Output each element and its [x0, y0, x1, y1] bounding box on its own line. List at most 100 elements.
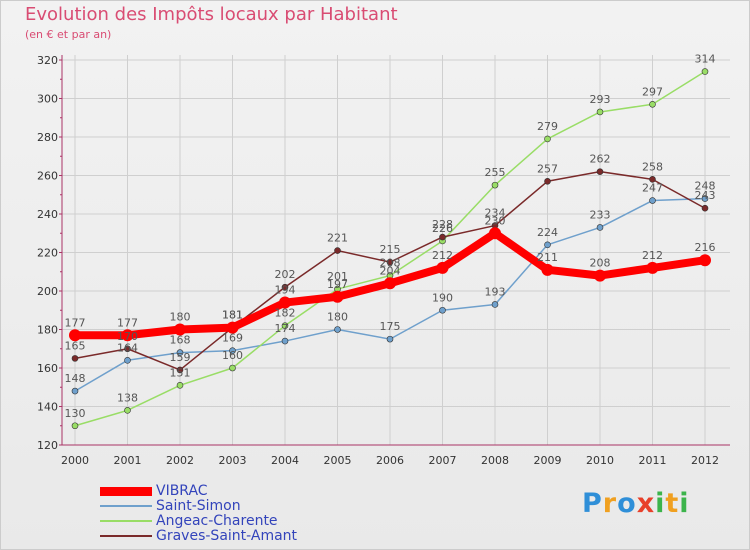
- data-label-vibrac: 230: [485, 214, 506, 227]
- legend-swatch: [100, 487, 152, 496]
- data-label-saint-simon: 174: [275, 322, 296, 335]
- x-tick-label: 2002: [166, 454, 194, 467]
- point-angeac-charente: [544, 135, 551, 143]
- y-tick-labels: 120 140 160 180 200 220 240 260 280 300 320: [37, 54, 58, 452]
- point-graves-saint-amant: [334, 247, 341, 254]
- data-label-saint-simon: 175: [380, 320, 401, 333]
- data-label-vibrac: 211: [537, 251, 558, 264]
- data-label-vibrac: 197: [327, 278, 348, 291]
- legend-swatch: [100, 505, 152, 507]
- data-label-vibrac: 212: [642, 249, 663, 262]
- data-label-angeac-charente: 160: [222, 349, 243, 362]
- point-angeac-charente: [176, 382, 184, 389]
- point-graves-saint-amant: [71, 355, 79, 362]
- legend-swatch: [100, 535, 152, 537]
- data-label-graves-saint-amant: 257: [537, 162, 558, 175]
- point-angeac-charente: [71, 422, 79, 430]
- logo-letter: i: [655, 488, 666, 519]
- data-label-saint-simon: 180: [327, 311, 348, 324]
- chart-subtitle: (en € et par an): [25, 28, 112, 41]
- legend-swatch: [100, 520, 152, 522]
- point-graves-saint-amant: [386, 258, 394, 266]
- data-label-vibrac: 208: [590, 257, 611, 270]
- point-saint-simon: [439, 306, 446, 314]
- point-saint-simon: [649, 197, 656, 204]
- legend-label: Graves-Saint-Amant: [156, 528, 298, 544]
- data-label-vibrac: 180: [170, 311, 191, 324]
- point-saint-simon: [596, 224, 604, 231]
- point-vibrac: [69, 329, 81, 342]
- logo-letter: r: [602, 488, 618, 519]
- logo-letter: o: [617, 488, 637, 519]
- data-label-graves-saint-amant: 228: [432, 218, 453, 231]
- data-label-angeac-charente: 130: [65, 407, 86, 420]
- point-vibrac: [174, 323, 186, 336]
- data-label-saint-simon: 248: [695, 180, 716, 193]
- point-saint-simon: [491, 301, 499, 308]
- point-graves-saint-amant: [649, 176, 656, 183]
- data-label-graves-saint-amant: 165: [65, 339, 86, 352]
- point-angeac-charente: [281, 322, 289, 329]
- data-label-saint-simon: 190: [432, 291, 453, 304]
- data-label-vibrac: 181: [222, 309, 243, 322]
- x-tick-label: 2003: [219, 454, 247, 467]
- logo-letter: P: [582, 488, 603, 519]
- point-saint-simon: [386, 335, 394, 343]
- series-group: [69, 68, 711, 430]
- point-saint-simon: [334, 326, 341, 333]
- x-tick-label: 2000: [61, 454, 89, 467]
- data-label-vibrac: 177: [65, 316, 86, 329]
- x-tick-label: 2001: [114, 454, 142, 467]
- data-label-graves-saint-amant: 262: [590, 153, 611, 166]
- point-angeac-charente: [491, 181, 499, 189]
- data-label-saint-simon: 233: [590, 208, 611, 221]
- chart-title: Evolution des Impôts locaux par Habitant: [25, 4, 398, 25]
- data-label-angeac-charente: 297: [642, 85, 663, 98]
- point-saint-simon: [281, 337, 289, 345]
- data-labels: 148 164 168 169 174 180 175 190 193 224 233 247 248 1…: [65, 53, 716, 420]
- point-angeac-charente: [649, 100, 656, 108]
- data-label-angeac-charente: 293: [590, 93, 611, 106]
- data-label-angeac-charente: 314: [695, 53, 716, 66]
- data-label-angeac-charente: 138: [117, 391, 138, 404]
- data-label-saint-simon: 148: [65, 372, 86, 385]
- y-tick-label: 160: [37, 362, 58, 375]
- data-label-graves-saint-amant: 202: [275, 268, 296, 281]
- point-graves-saint-amant: [124, 345, 131, 353]
- logo-letter: t: [665, 488, 680, 519]
- point-graves-saint-amant: [701, 204, 709, 212]
- point-saint-simon: [124, 356, 131, 364]
- x-tick-label: 2004: [271, 454, 299, 467]
- x-tick-label: 2005: [324, 454, 352, 467]
- data-label-vibrac: 194: [275, 284, 296, 297]
- data-label-vibrac: 216: [695, 241, 716, 254]
- data-label-vibrac: 212: [432, 249, 453, 262]
- x-tick-label: 2010: [586, 454, 614, 467]
- data-label-vibrac: 204: [380, 264, 401, 277]
- y-tick-label: 180: [37, 324, 58, 337]
- y-tick-label: 120: [37, 439, 58, 452]
- point-saint-simon: [71, 387, 79, 395]
- point-graves-saint-amant: [176, 366, 184, 374]
- point-vibrac: [436, 261, 449, 274]
- point-graves-saint-amant: [596, 168, 604, 175]
- y-tick-label: 280: [37, 131, 58, 144]
- point-angeac-charente: [229, 364, 236, 372]
- data-label-saint-simon: 164: [117, 341, 138, 354]
- point-vibrac: [279, 296, 291, 309]
- point-vibrac: [384, 277, 396, 290]
- point-vibrac: [489, 227, 501, 240]
- point-vibrac: [646, 261, 659, 274]
- point-graves-saint-amant: [439, 233, 446, 241]
- data-label-vibrac: 177: [117, 316, 138, 329]
- point-saint-simon: [701, 195, 709, 202]
- point-angeac-charente: [701, 68, 709, 75]
- point-vibrac: [699, 254, 711, 267]
- data-label-saint-simon: 224: [537, 226, 558, 239]
- legend-label: VIBRAC: [156, 483, 208, 499]
- data-label-graves-saint-amant: 234: [485, 207, 506, 220]
- point-vibrac: [226, 321, 239, 334]
- logo-letter: x: [636, 488, 656, 519]
- y-tick-label: 200: [37, 285, 58, 298]
- legend-label: Saint-Simon: [156, 498, 241, 514]
